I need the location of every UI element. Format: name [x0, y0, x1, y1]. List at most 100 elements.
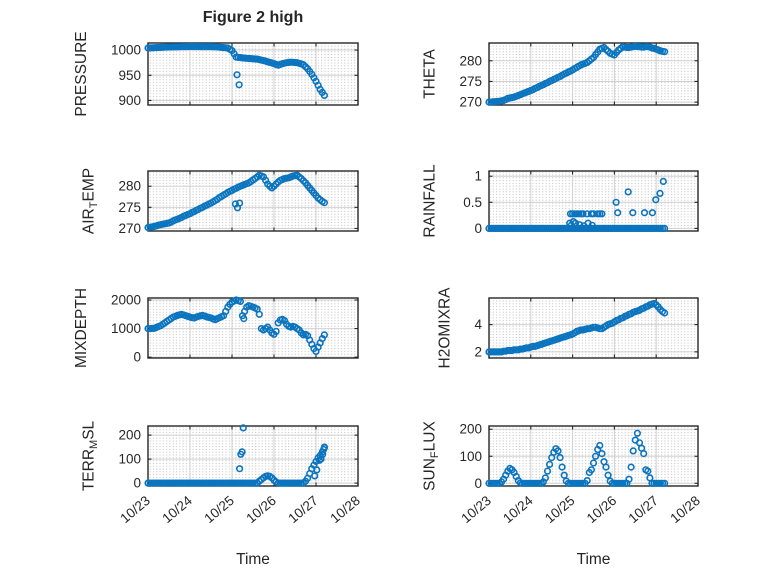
- minor-grid: [490, 172, 697, 230]
- subplot-air-temp: 270 275 280 AIRTEMP: [81, 168, 359, 236]
- x-axis-label-right: Time: [576, 551, 611, 568]
- y-axis-label: THETA: [422, 49, 439, 99]
- x-tick-label: 10/28: [327, 493, 363, 526]
- x-tick-label: 10/24: [500, 493, 536, 527]
- subplot-terr-msl: 0 100 200 10/23 10/24 10/25 10/26 10/27 10/28 TER…: [81, 420, 363, 526]
- y-tick-label: 275: [459, 74, 482, 89]
- data-point: [571, 219, 580, 227]
- y-tick-label: 0: [474, 476, 482, 491]
- data-point: [545, 460, 554, 469]
- data-points: [144, 424, 329, 487]
- figure-title: Figure 2 high: [202, 9, 304, 26]
- data-point: [660, 309, 669, 317]
- y-tick-label: 280: [118, 179, 141, 194]
- data-point: [604, 471, 612, 479]
- data-point: [236, 297, 244, 306]
- data-point: [602, 463, 610, 471]
- y-tick-label: 0: [474, 221, 482, 236]
- y-tick-label: 100: [118, 452, 141, 467]
- y-tick-label: 0: [133, 476, 141, 491]
- data-point: [235, 81, 243, 89]
- data-point: [588, 221, 596, 229]
- data-point: [598, 450, 606, 458]
- y-tick-label: 1: [474, 169, 482, 184]
- axes-box: [147, 170, 359, 232]
- data-points: [144, 171, 329, 232]
- data-point: [255, 310, 263, 318]
- y-tick-label: 270: [118, 221, 141, 236]
- axes-box: [488, 297, 699, 359]
- y-axis-label: RAINFALL: [422, 164, 439, 238]
- y-tick-label: 280: [459, 53, 482, 68]
- subplot-rainfall: 0 0.5 1 RAINFALL: [422, 164, 699, 238]
- data-point: [320, 199, 329, 207]
- x-tick-label: 10/27: [285, 493, 321, 526]
- y-axis-label: PRESSURE: [73, 31, 90, 116]
- y-tick-label: 270: [459, 95, 482, 110]
- y-tick-label: 200: [459, 422, 482, 437]
- data-point: [627, 463, 635, 471]
- data-point: [543, 467, 552, 475]
- y-axis-label: H2OMIXRA: [437, 287, 454, 369]
- y-axis-label: MIXDEPTH: [73, 288, 90, 368]
- y-tick-label: 2000: [111, 293, 141, 308]
- data-point: [558, 463, 566, 471]
- data-point: [236, 465, 244, 473]
- data-point: [660, 48, 669, 56]
- y-axis-label: AIRTEMP: [81, 168, 101, 234]
- data-point: [583, 477, 591, 485]
- axes-box: [147, 42, 359, 106]
- y-tick-label: 900: [118, 93, 141, 108]
- data-point: [311, 472, 319, 480]
- data-points: [485, 429, 669, 487]
- x-tick-label: 10/28: [667, 493, 703, 526]
- data-point: [576, 221, 584, 229]
- data-point: [591, 452, 600, 460]
- subplot-h2omixra: 2 4 H2OMIXRA: [437, 287, 699, 369]
- data-point: [233, 71, 241, 79]
- y-tick-label: 2: [474, 344, 482, 359]
- y-tick-label: 0.5: [463, 195, 482, 210]
- data-points: [485, 299, 669, 356]
- x-tick-label: 10/26: [243, 493, 279, 526]
- data-point: [624, 188, 632, 196]
- x-tick-label: 10/24: [159, 493, 195, 527]
- data-point: [629, 447, 637, 455]
- x-tick-label: 10/25: [542, 493, 578, 526]
- y-tick-label: 1000: [111, 321, 141, 336]
- data-point: [640, 209, 649, 217]
- y-tick-label: 1000: [111, 43, 141, 58]
- data-point: [320, 331, 329, 339]
- data-points: [144, 296, 329, 356]
- x-tick-label: 10/26: [584, 493, 620, 526]
- y-tick-label: 4: [474, 317, 482, 332]
- data-point: [541, 474, 550, 482]
- y-tick-label: 0: [133, 350, 141, 365]
- data-point: [614, 209, 622, 217]
- data-point: [598, 210, 606, 218]
- y-axis-label: TERRMSL: [81, 420, 101, 491]
- data-point: [238, 448, 246, 456]
- data-points: [144, 42, 329, 99]
- x-tick-label: 10/25: [201, 493, 237, 526]
- y-tick-label: 100: [459, 449, 482, 464]
- subplot-mixdepth: 0 1000 2000 MIXDEPTH: [73, 288, 359, 368]
- data-point: [239, 424, 247, 432]
- data-points: [485, 177, 669, 232]
- x-tick-label: 10/23: [458, 493, 494, 526]
- data-point: [320, 443, 329, 451]
- data-point: [652, 196, 660, 204]
- y-tick-label: 200: [118, 428, 141, 443]
- data-points: [485, 42, 669, 106]
- data-point: [640, 450, 648, 458]
- y-tick-label: 950: [118, 68, 141, 83]
- data-point: [236, 199, 244, 207]
- data-point: [579, 210, 587, 218]
- data-point: [633, 429, 642, 437]
- data-point: [587, 466, 596, 474]
- data-point: [560, 471, 568, 479]
- y-axis-label: SUNFLUX: [422, 421, 442, 491]
- data-point: [240, 315, 248, 323]
